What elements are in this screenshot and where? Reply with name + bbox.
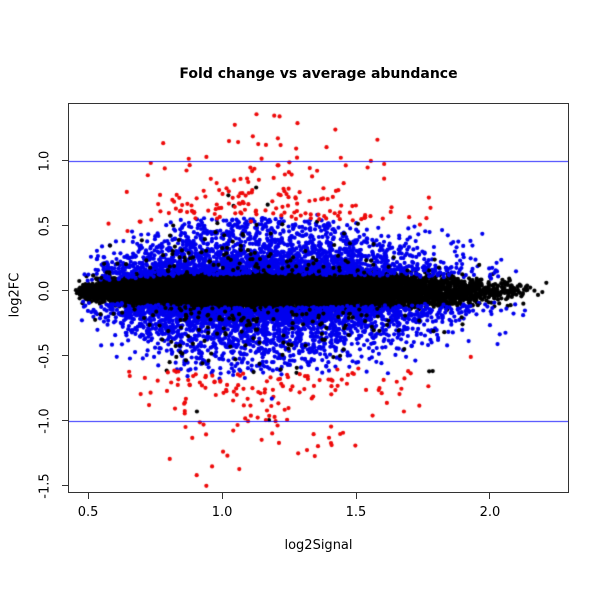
y-tick-mark xyxy=(62,355,68,357)
x-tick-mark xyxy=(489,493,491,499)
x-tick-mark xyxy=(221,493,223,499)
y-tick-label: -0.5 xyxy=(37,343,53,369)
y-tick-mark xyxy=(62,420,68,422)
y-tick-mark xyxy=(62,225,68,227)
y-tick-label: -1.5 xyxy=(37,473,53,499)
x-tick-mark xyxy=(355,493,357,499)
x-axis-label: log2Signal xyxy=(284,538,353,553)
x-tick-mark xyxy=(87,493,89,499)
plot-title: Fold change vs average abundance xyxy=(179,66,458,82)
y-tick-mark xyxy=(62,290,68,292)
y-tick-label: 0.0 xyxy=(37,280,53,302)
scatter-plot-canvas xyxy=(68,103,569,493)
y-tick-mark xyxy=(62,485,68,487)
x-tick-label: 1.5 xyxy=(345,505,367,520)
y-tick-label: 1.0 xyxy=(37,150,53,172)
y-tick-label: -1.0 xyxy=(37,408,53,434)
y-tick-mark xyxy=(62,160,68,162)
x-tick-label: 1.0 xyxy=(211,505,233,520)
x-tick-label: 2.0 xyxy=(479,505,501,520)
y-axis-label: log2FC xyxy=(7,272,23,318)
y-tick-label: 0.5 xyxy=(37,215,53,237)
x-tick-label: 0.5 xyxy=(77,505,99,520)
